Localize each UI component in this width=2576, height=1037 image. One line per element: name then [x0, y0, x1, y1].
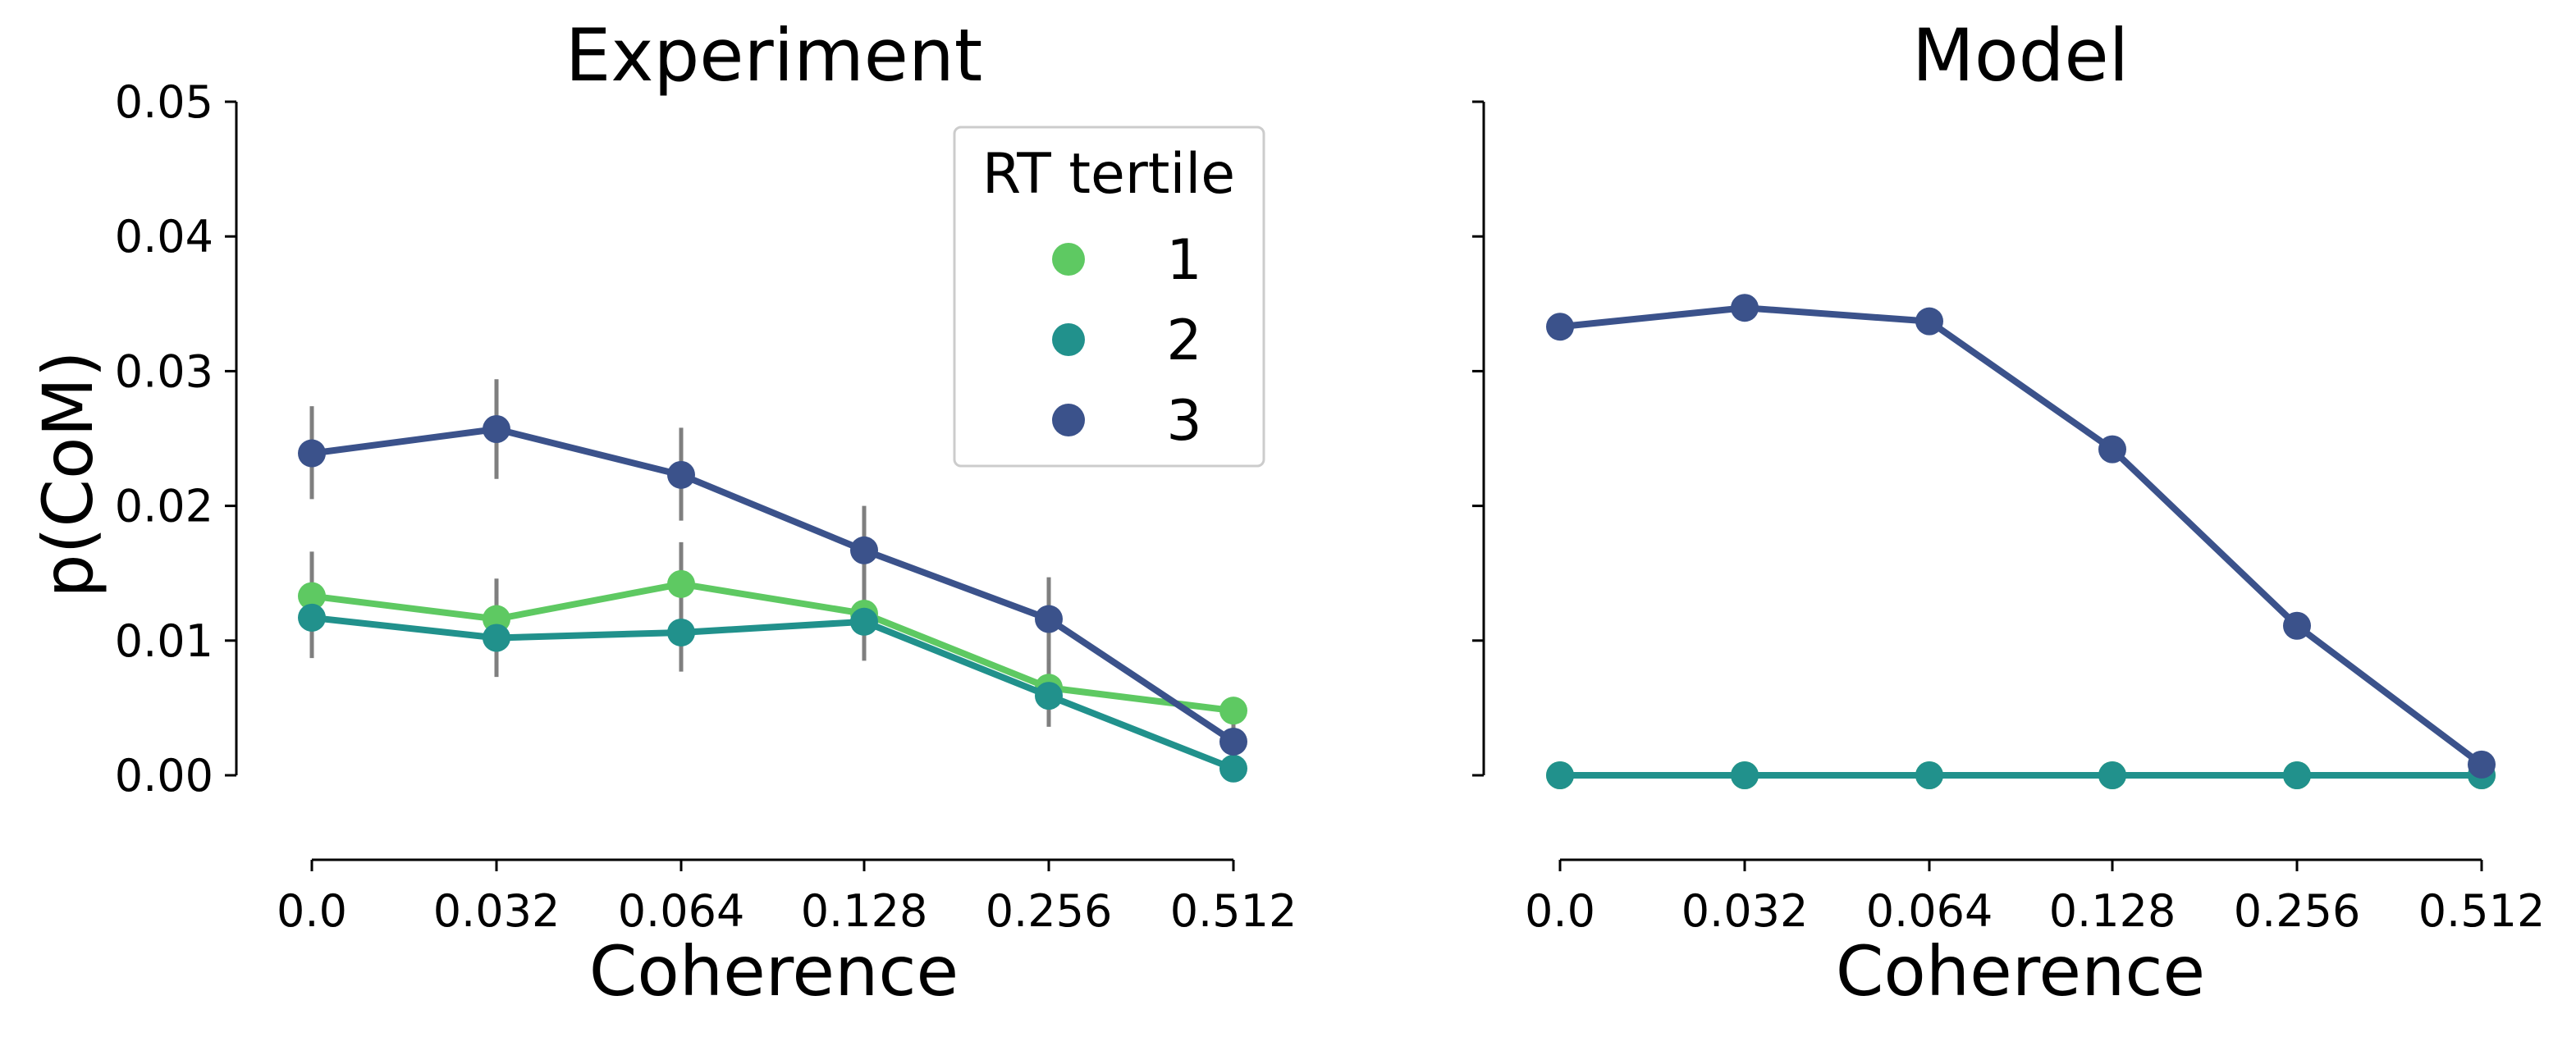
y-tick-label: 0.04 — [115, 211, 213, 263]
plot-area-experiment: 0.00 0.01 0.02 0.03 0.04 0.05 0.0 0.032 0.064 0.1… — [115, 76, 1297, 937]
data-point-series-3 — [2468, 750, 2496, 779]
series-line-3 — [311, 426, 1236, 745]
data-point-series-2 — [2283, 761, 2311, 789]
data-point-series-2 — [1035, 682, 1063, 710]
data-point-series-1 — [667, 569, 695, 598]
y-tick-label: 0.01 — [115, 615, 213, 667]
legend-title: RT tertile — [982, 142, 1235, 207]
x-tick-label: 0.0 — [277, 885, 347, 937]
legend-marker-1 — [1052, 243, 1085, 276]
y-tick-label: 0.03 — [115, 345, 213, 397]
data-point-series-3 — [1035, 605, 1063, 633]
data-point-series-3 — [1546, 313, 1574, 341]
data-point-series-2 — [1731, 761, 1759, 789]
data-point-series-2 — [2098, 761, 2126, 789]
data-point-series-3 — [1915, 307, 1943, 336]
x-tick-label: 0.064 — [618, 885, 745, 937]
data-point-series-2 — [483, 624, 510, 652]
data-point-series-2 — [1915, 761, 1943, 789]
x-tick-label: 0.128 — [801, 885, 928, 937]
data-point-series-1 — [1219, 697, 1247, 725]
legend-label-2: 2 — [1166, 308, 1201, 373]
data-point-series-2 — [667, 618, 695, 646]
panel-title-model: Model — [1912, 13, 2129, 98]
x-tick-label: 0.512 — [1170, 885, 1297, 937]
data-point-series-2 — [1219, 754, 1247, 783]
data-point-series-3 — [850, 536, 878, 564]
x-tick-label: 0.256 — [2234, 885, 2361, 937]
x-axis-label-experiment: Coherence — [589, 931, 959, 1012]
data-point-series-3 — [298, 439, 326, 468]
data-point-series-2 — [850, 607, 878, 636]
panel-title-experiment: Experiment — [565, 13, 982, 98]
x-tick-label: 0.0 — [1525, 885, 1595, 937]
legend-label-3: 3 — [1166, 389, 1201, 454]
data-point-series-3 — [483, 415, 510, 444]
x-tick-label: 0.032 — [433, 885, 560, 937]
data-point-series-2 — [298, 603, 326, 632]
y-tick-label: 0.02 — [115, 481, 213, 532]
series-line-2 — [311, 614, 1235, 772]
data-point-series-3 — [2098, 435, 2126, 464]
x-tick-label: 0.512 — [2418, 885, 2546, 937]
data-point-series-1 — [298, 582, 326, 610]
panel-model: Model Coherence 0.0 0.032 0.064 0.128 0.256 0… — [1472, 13, 2545, 1012]
x-tick-label: 0.032 — [1681, 885, 1809, 937]
y-axis-label: p(CoM) — [28, 350, 108, 597]
legend-marker-2 — [1052, 323, 1085, 356]
panel-experiment: Experiment p(CoM) Coherence 0.000.010.02… — [28, 13, 1297, 1012]
x-tick-label: 0.256 — [986, 885, 1113, 937]
data-point-series-3 — [667, 460, 695, 489]
legend-marker-3 — [1052, 404, 1085, 436]
x-tick-label: 0.064 — [1866, 885, 1993, 937]
legend-frame — [953, 126, 1265, 468]
legend-label-1: 1 — [1166, 228, 1201, 293]
x-axis-label-model: Coherence — [1836, 931, 2205, 1012]
data-point-series-3 — [1731, 294, 1759, 322]
x-tick-label: 0.128 — [2049, 885, 2176, 937]
legend: RT tertile 1 2 3 — [953, 126, 1265, 468]
data-point-series-3 — [2283, 611, 2311, 640]
series-line-3 — [1559, 304, 2484, 768]
data-point-series-2 — [1546, 761, 1574, 789]
data-point-series-3 — [1219, 727, 1247, 756]
plot-area-model: 0.0 0.032 0.064 0.128 0.256 0.512 — [1472, 100, 2546, 937]
series-line-1 — [311, 580, 1234, 715]
y-tick-label: 0.00 — [115, 750, 213, 802]
y-tick-label: 0.05 — [115, 76, 213, 128]
